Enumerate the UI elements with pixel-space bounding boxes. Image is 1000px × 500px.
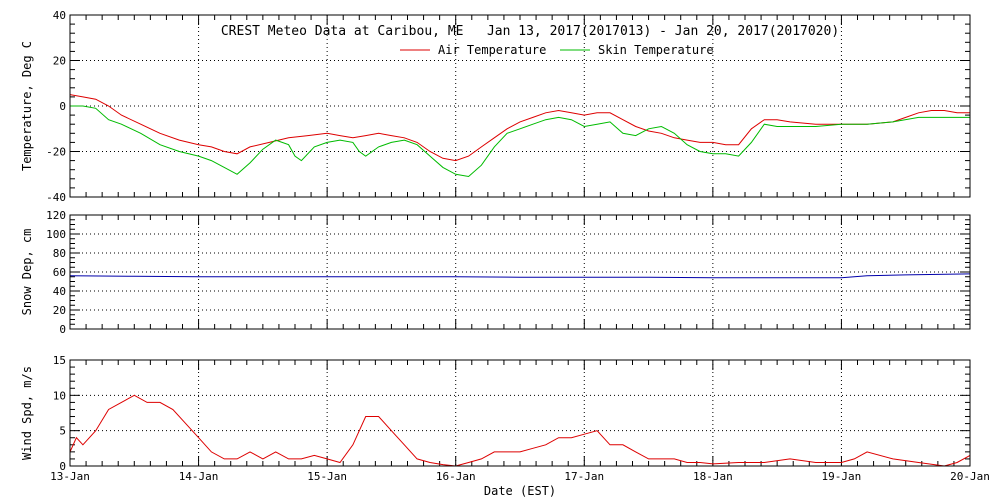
x-tick-label: 16-Jan — [436, 470, 476, 483]
y-tick-label: 0 — [59, 100, 66, 113]
legend-label-1: Skin Temperature — [598, 43, 714, 57]
panel-frame — [69, 14, 971, 198]
y-tick-label: -40 — [46, 191, 66, 204]
x-tick-label: 17-Jan — [564, 470, 604, 483]
panel-frame — [69, 359, 971, 467]
panel-wind: 0 5 10 15 Wind Spd, m/s 13-Jan 14-Jan 15-Jan 16-… — [20, 354, 990, 498]
x-tick-label: 20-Jan — [950, 470, 990, 483]
y-tick-label: 100 — [46, 228, 66, 241]
y-tick-label: 40 — [53, 285, 66, 298]
x-tick-label: 13-Jan — [50, 470, 90, 483]
y-axis-label: Temperature, Deg C — [20, 41, 34, 171]
x-tick-label: 15-Jan — [307, 470, 347, 483]
y-axis-label: Snow Dep, cm — [20, 229, 34, 316]
y-tick-label: 80 — [53, 247, 66, 260]
series-line-wind-0 — [69, 394, 971, 467]
series-line-temperature-0 — [69, 94, 970, 162]
x-axis-label: Date (EST) — [484, 484, 556, 498]
y-axis-label: Wind Spd, m/s — [20, 366, 34, 460]
panel-temperature: -40 -20 0 20 40 Temperature, Deg C CREST Meteo… — [20, 9, 971, 204]
series-line-snow-0 — [69, 273, 971, 279]
x-tick-label: 18-Jan — [693, 470, 733, 483]
y-tick-label: 120 — [46, 209, 66, 222]
y-tick-label: 10 — [53, 389, 66, 402]
y-tick-label: 20 — [53, 304, 66, 317]
y-tick-label: 5 — [59, 425, 66, 438]
x-tick-label: 14-Jan — [179, 470, 219, 483]
y-tick-label: 15 — [53, 354, 66, 367]
series-line-temperature-1 — [70, 105, 970, 178]
y-tick-label: -20 — [46, 146, 66, 159]
y-tick-label: 0 — [59, 460, 66, 473]
y-tick-label: 20 — [53, 55, 66, 68]
y-tick-label: 60 — [53, 266, 66, 279]
x-tick-label: 19-Jan — [822, 470, 862, 483]
panel-snow: 0 20 40 60 80 100 120 Snow Dep, cm — [20, 209, 971, 336]
y-tick-label: 40 — [53, 9, 66, 22]
legend-label-0: Air Temperature — [438, 43, 546, 57]
panel-frame — [69, 214, 971, 330]
y-tick-label: 0 — [59, 323, 66, 336]
chart-title: CREST Meteo Data at Caribou, ME Jan 13, … — [221, 24, 839, 39]
